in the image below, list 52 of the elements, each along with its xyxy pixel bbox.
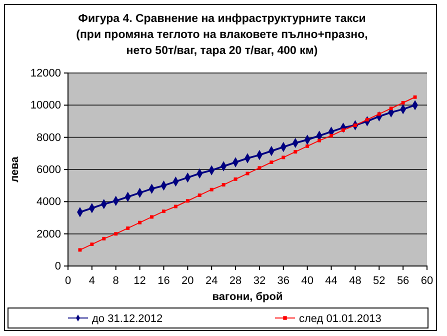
legend-label: след 01.01.2013 [299,312,382,325]
point [186,199,190,203]
y-tick-label: 10000 [30,100,61,112]
point [126,226,130,230]
point [258,166,262,170]
point [342,128,345,132]
x-tick-label: 8 [112,275,119,287]
chart-title: Фигура 4. Сравнение на инфраструктурните такси (при промяна теглото на влаковете пълно+празно, нето 50т/ваг, тара 20 т/ваг, 400 км) [76,13,368,57]
point [102,236,106,240]
y-tick-label: 4000 [36,196,61,208]
point [294,150,298,154]
point [114,232,118,236]
x-tick-label: 28 [229,275,242,287]
point [150,215,154,219]
x-axis-title: вагони, брой [212,291,283,303]
x-tick-label: 32 [253,275,266,287]
point [389,106,393,110]
point [222,183,226,187]
point [162,210,166,214]
point [282,156,286,160]
x-tick-label: 4 [88,275,95,287]
x-tick-label: 36 [277,275,290,287]
x-tick-label: 40 [301,275,314,287]
point [90,242,94,246]
x-tick-label: 0 [64,275,72,287]
point [270,160,274,164]
point [318,138,322,142]
x-tick-label: 16 [158,275,170,287]
x-tick-label: 44 [325,275,338,287]
y-tick-label: 6000 [36,164,61,176]
point [138,220,142,224]
point [330,134,333,138]
x-tick-label: 48 [349,275,362,287]
y-tick-label: 0 [54,260,61,273]
legend-label: до 31.12.2012 [92,312,163,325]
x-tick-label: 24 [205,275,218,287]
y-tick-label: 12000 [30,68,61,80]
y-axis-title: лева [9,156,21,182]
y-tick-label: 2000 [36,228,61,240]
x-tick-label: 52 [373,275,386,287]
x-tick-label: 56 [396,275,410,287]
point [306,144,310,148]
x-tick-label: 20 [182,275,194,287]
point [210,188,214,192]
y-tick-label: 8000 [36,132,61,144]
x-tick-label: 12 [134,275,146,287]
point [413,95,417,99]
x-tick-label: 60 [420,275,434,287]
point [401,101,405,104]
point [78,248,82,252]
point [198,194,202,197]
point [234,177,238,181]
